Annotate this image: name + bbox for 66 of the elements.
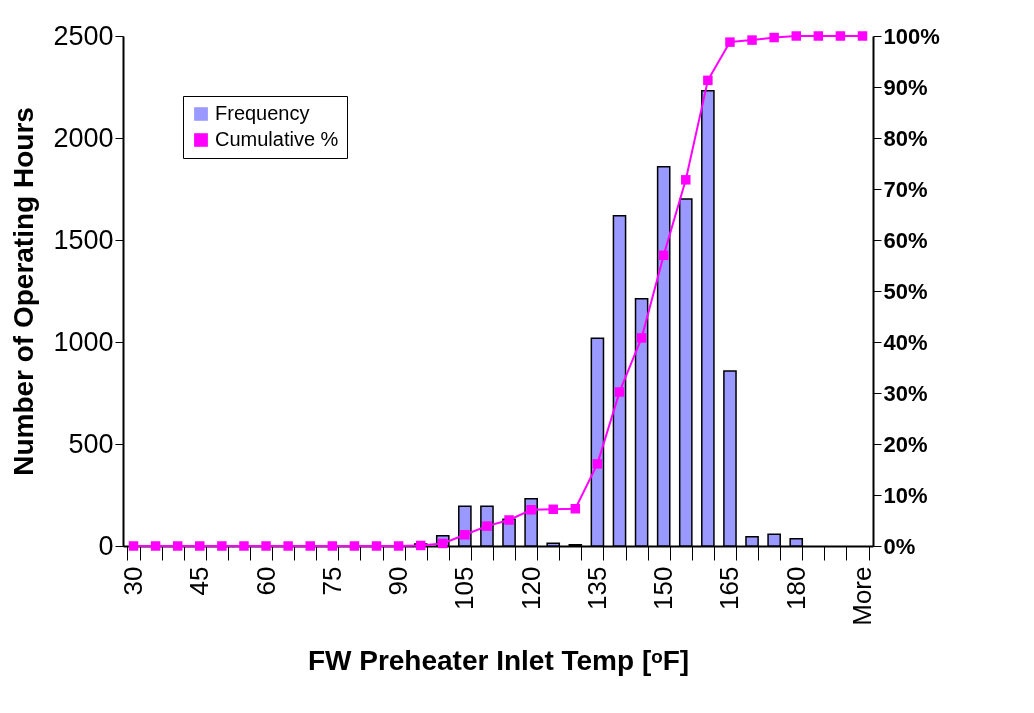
x-tick-label: 150 xyxy=(648,566,679,610)
y2-tick-label: 20% xyxy=(883,431,928,457)
point xyxy=(681,175,691,185)
point xyxy=(658,250,669,261)
point xyxy=(526,505,536,515)
point xyxy=(283,541,293,551)
point xyxy=(725,37,735,47)
y2-tick-label: 10% xyxy=(883,482,928,508)
y2-tick-label: 60% xyxy=(883,227,928,253)
legend-label: Cumulative % xyxy=(215,128,339,150)
point xyxy=(769,32,779,43)
y-tick-label: 1500 xyxy=(53,224,114,255)
x-tick-label: 30 xyxy=(117,566,148,596)
point xyxy=(217,541,227,551)
y-tick-label: 0 xyxy=(98,530,114,561)
x-tick-label: 105 xyxy=(449,566,480,610)
x-tick-label: 45 xyxy=(184,566,215,596)
point xyxy=(835,31,846,41)
point xyxy=(305,541,315,551)
x-tick-label: 135 xyxy=(581,566,612,610)
point xyxy=(703,75,713,86)
y-tick-label: 500 xyxy=(68,428,114,459)
point xyxy=(857,31,868,41)
point xyxy=(504,515,514,525)
point xyxy=(570,504,581,514)
y2-tick-label: 100% xyxy=(883,23,940,49)
point xyxy=(813,31,824,41)
point xyxy=(482,521,492,531)
point xyxy=(636,333,647,343)
point xyxy=(195,541,205,551)
point xyxy=(614,387,625,397)
point xyxy=(239,541,249,551)
x-tick-label: 180 xyxy=(780,566,811,610)
y2-tick-label: 80% xyxy=(883,125,928,151)
x-tick-label: More xyxy=(847,566,878,626)
point xyxy=(548,504,558,515)
point xyxy=(747,35,757,45)
point xyxy=(172,541,183,551)
y-tick-label: 2000 xyxy=(53,122,114,153)
point xyxy=(150,541,161,551)
legend-label: Frequency xyxy=(215,102,310,124)
point xyxy=(460,530,470,540)
x-tick-label: 75 xyxy=(316,566,347,596)
point xyxy=(128,541,139,551)
point xyxy=(592,459,603,469)
point xyxy=(393,541,404,551)
y2-tick-label: 70% xyxy=(883,176,928,202)
y-axis-title: Number of Operating Hours xyxy=(8,107,40,476)
y2-tick-label: 30% xyxy=(883,380,928,406)
x-tick-label: 165 xyxy=(714,566,745,610)
y2-tick-label: 40% xyxy=(883,329,928,355)
y-tick-label: 2500 xyxy=(53,20,114,51)
x-tick-label: 90 xyxy=(383,566,414,596)
y2-tick-label: 50% xyxy=(883,278,928,304)
point xyxy=(327,541,338,551)
x-axis-title: FW Preheater Inlet Temp [ᵒF] xyxy=(307,644,690,676)
point xyxy=(349,541,360,551)
point xyxy=(371,541,382,551)
y2-tick-label: 90% xyxy=(883,74,928,100)
point xyxy=(261,541,271,551)
y-tick-label: 1000 xyxy=(53,326,114,357)
x-tick-label: 120 xyxy=(515,566,546,610)
point xyxy=(791,31,801,41)
point xyxy=(415,540,426,551)
y2-tick-label: 0% xyxy=(883,533,916,559)
x-tick-label: 60 xyxy=(250,566,281,596)
